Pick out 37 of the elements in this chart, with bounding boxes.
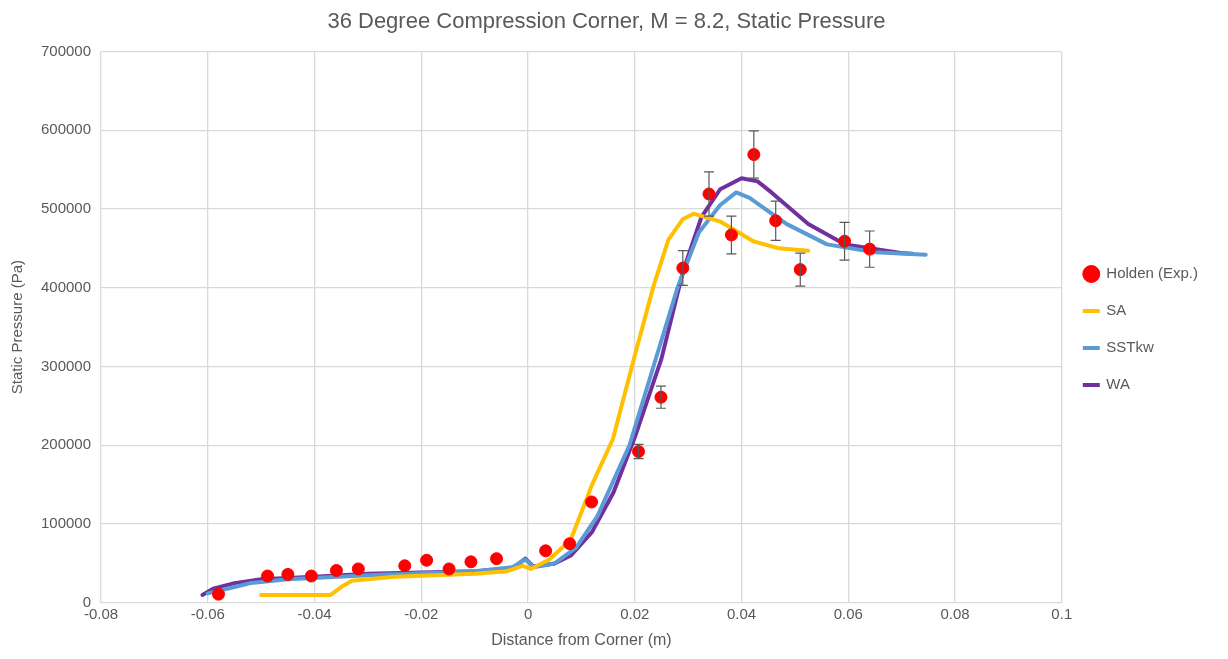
point [329, 564, 343, 577]
legend-label: Holden (Exp.) [1106, 264, 1199, 282]
point [464, 555, 478, 569]
y-tick-label: 100000 [40, 514, 92, 532]
y-tick-label: 400000 [40, 277, 92, 295]
legend-label: SSTkw [1106, 338, 1154, 356]
y-axis-title: Static Pressure (Pa) [8, 259, 26, 395]
x-tick-label: 0.06 [833, 604, 863, 622]
y-tick-label: 600000 [40, 120, 92, 138]
x-tick-label: -0.04 [297, 604, 332, 622]
y-tick-label: 500000 [40, 199, 92, 217]
x-axis-title: Distance from Corner (m) [491, 630, 672, 648]
point [563, 537, 577, 551]
point [420, 553, 434, 567]
x-tick-label: 0.1 [1051, 604, 1073, 622]
point [351, 562, 365, 576]
point [539, 544, 553, 558]
legend-label: SA [1106, 301, 1127, 319]
legend-label: WA [1106, 375, 1130, 393]
x-tick-label: -0.06 [190, 604, 225, 622]
point [281, 567, 295, 581]
x-tick-label: 0.08 [940, 604, 970, 622]
x-tick-label: 0 [523, 604, 533, 622]
point [211, 587, 225, 601]
y-tick-label: 200000 [40, 435, 92, 453]
point [398, 559, 412, 573]
point [442, 562, 456, 576]
x-tick-label: 0.02 [620, 604, 650, 622]
point [261, 569, 275, 583]
point [304, 569, 318, 583]
point [490, 552, 504, 566]
x-tick-label: 0.04 [726, 604, 757, 622]
x-tick-label: -0.02 [404, 604, 439, 622]
chart-title: 36 Degree Compression Corner, M = 8.2, Static Pressure [327, 8, 886, 34]
y-tick-label: 700000 [40, 41, 92, 59]
y-tick-label: 300000 [40, 356, 92, 374]
point [585, 495, 599, 509]
